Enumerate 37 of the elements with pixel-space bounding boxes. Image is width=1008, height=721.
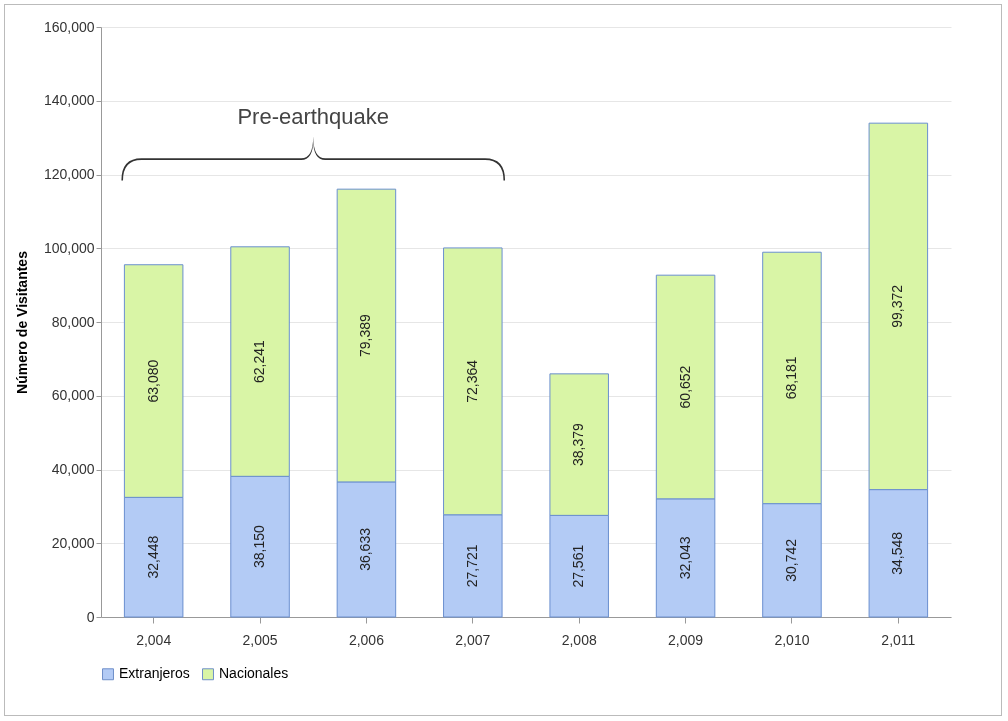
annotation: Pre-earthquake [237, 104, 390, 130]
x-tick-label: 2,011 [881, 631, 916, 648]
data-label: 79,389 [357, 313, 374, 357]
data-label: 38,150 [251, 525, 268, 569]
x-tick-label: 2,010 [774, 631, 810, 648]
y-tick-label: 80,000 [51, 313, 95, 330]
x-tick-label: 2,005 [242, 631, 278, 648]
y-tick-label: 20,000 [51, 534, 95, 551]
x-tick-label: 2,004 [136, 631, 172, 648]
y-tick-label: 40,000 [51, 461, 95, 477]
y-tick-label: 160,000 [43, 18, 95, 35]
data-label: 38,379 [570, 422, 587, 467]
x-tick-label: 2,009 [668, 631, 704, 648]
data-label: 63,080 [144, 359, 161, 403]
y-tick-label: 100,000 [43, 239, 95, 256]
data-label: 68,181 [782, 356, 799, 400]
y-tick-label: 120,000 [43, 166, 95, 182]
y-tick-label: 60,000 [51, 387, 95, 404]
legend-label: Nacionales [219, 665, 289, 682]
data-label: 72,364 [463, 359, 480, 403]
data-label: 99,372 [889, 284, 906, 328]
data-label: 32,448 [144, 535, 161, 579]
legend-label: Extranjeros [119, 665, 190, 682]
x-tick-label: 2,006 [348, 631, 385, 648]
x-tick-label: 2,008 [561, 631, 597, 648]
data-label: 27,721 [463, 544, 480, 588]
data-label: 32,043 [676, 536, 693, 580]
data-label: 36,633 [357, 527, 374, 571]
y-axis-title: Número de Visitantes [13, 250, 30, 394]
y-tick-label: 0 [86, 608, 95, 625]
data-label: 60,652 [676, 365, 693, 409]
data-label: 30,742 [782, 538, 799, 582]
data-label: 34,548 [889, 531, 906, 575]
data-label: 62,241 [251, 339, 268, 383]
y-tick-label: 140,000 [43, 92, 95, 109]
x-tick-label: 2,007 [455, 631, 491, 648]
data-label: 27,561 [570, 544, 587, 588]
